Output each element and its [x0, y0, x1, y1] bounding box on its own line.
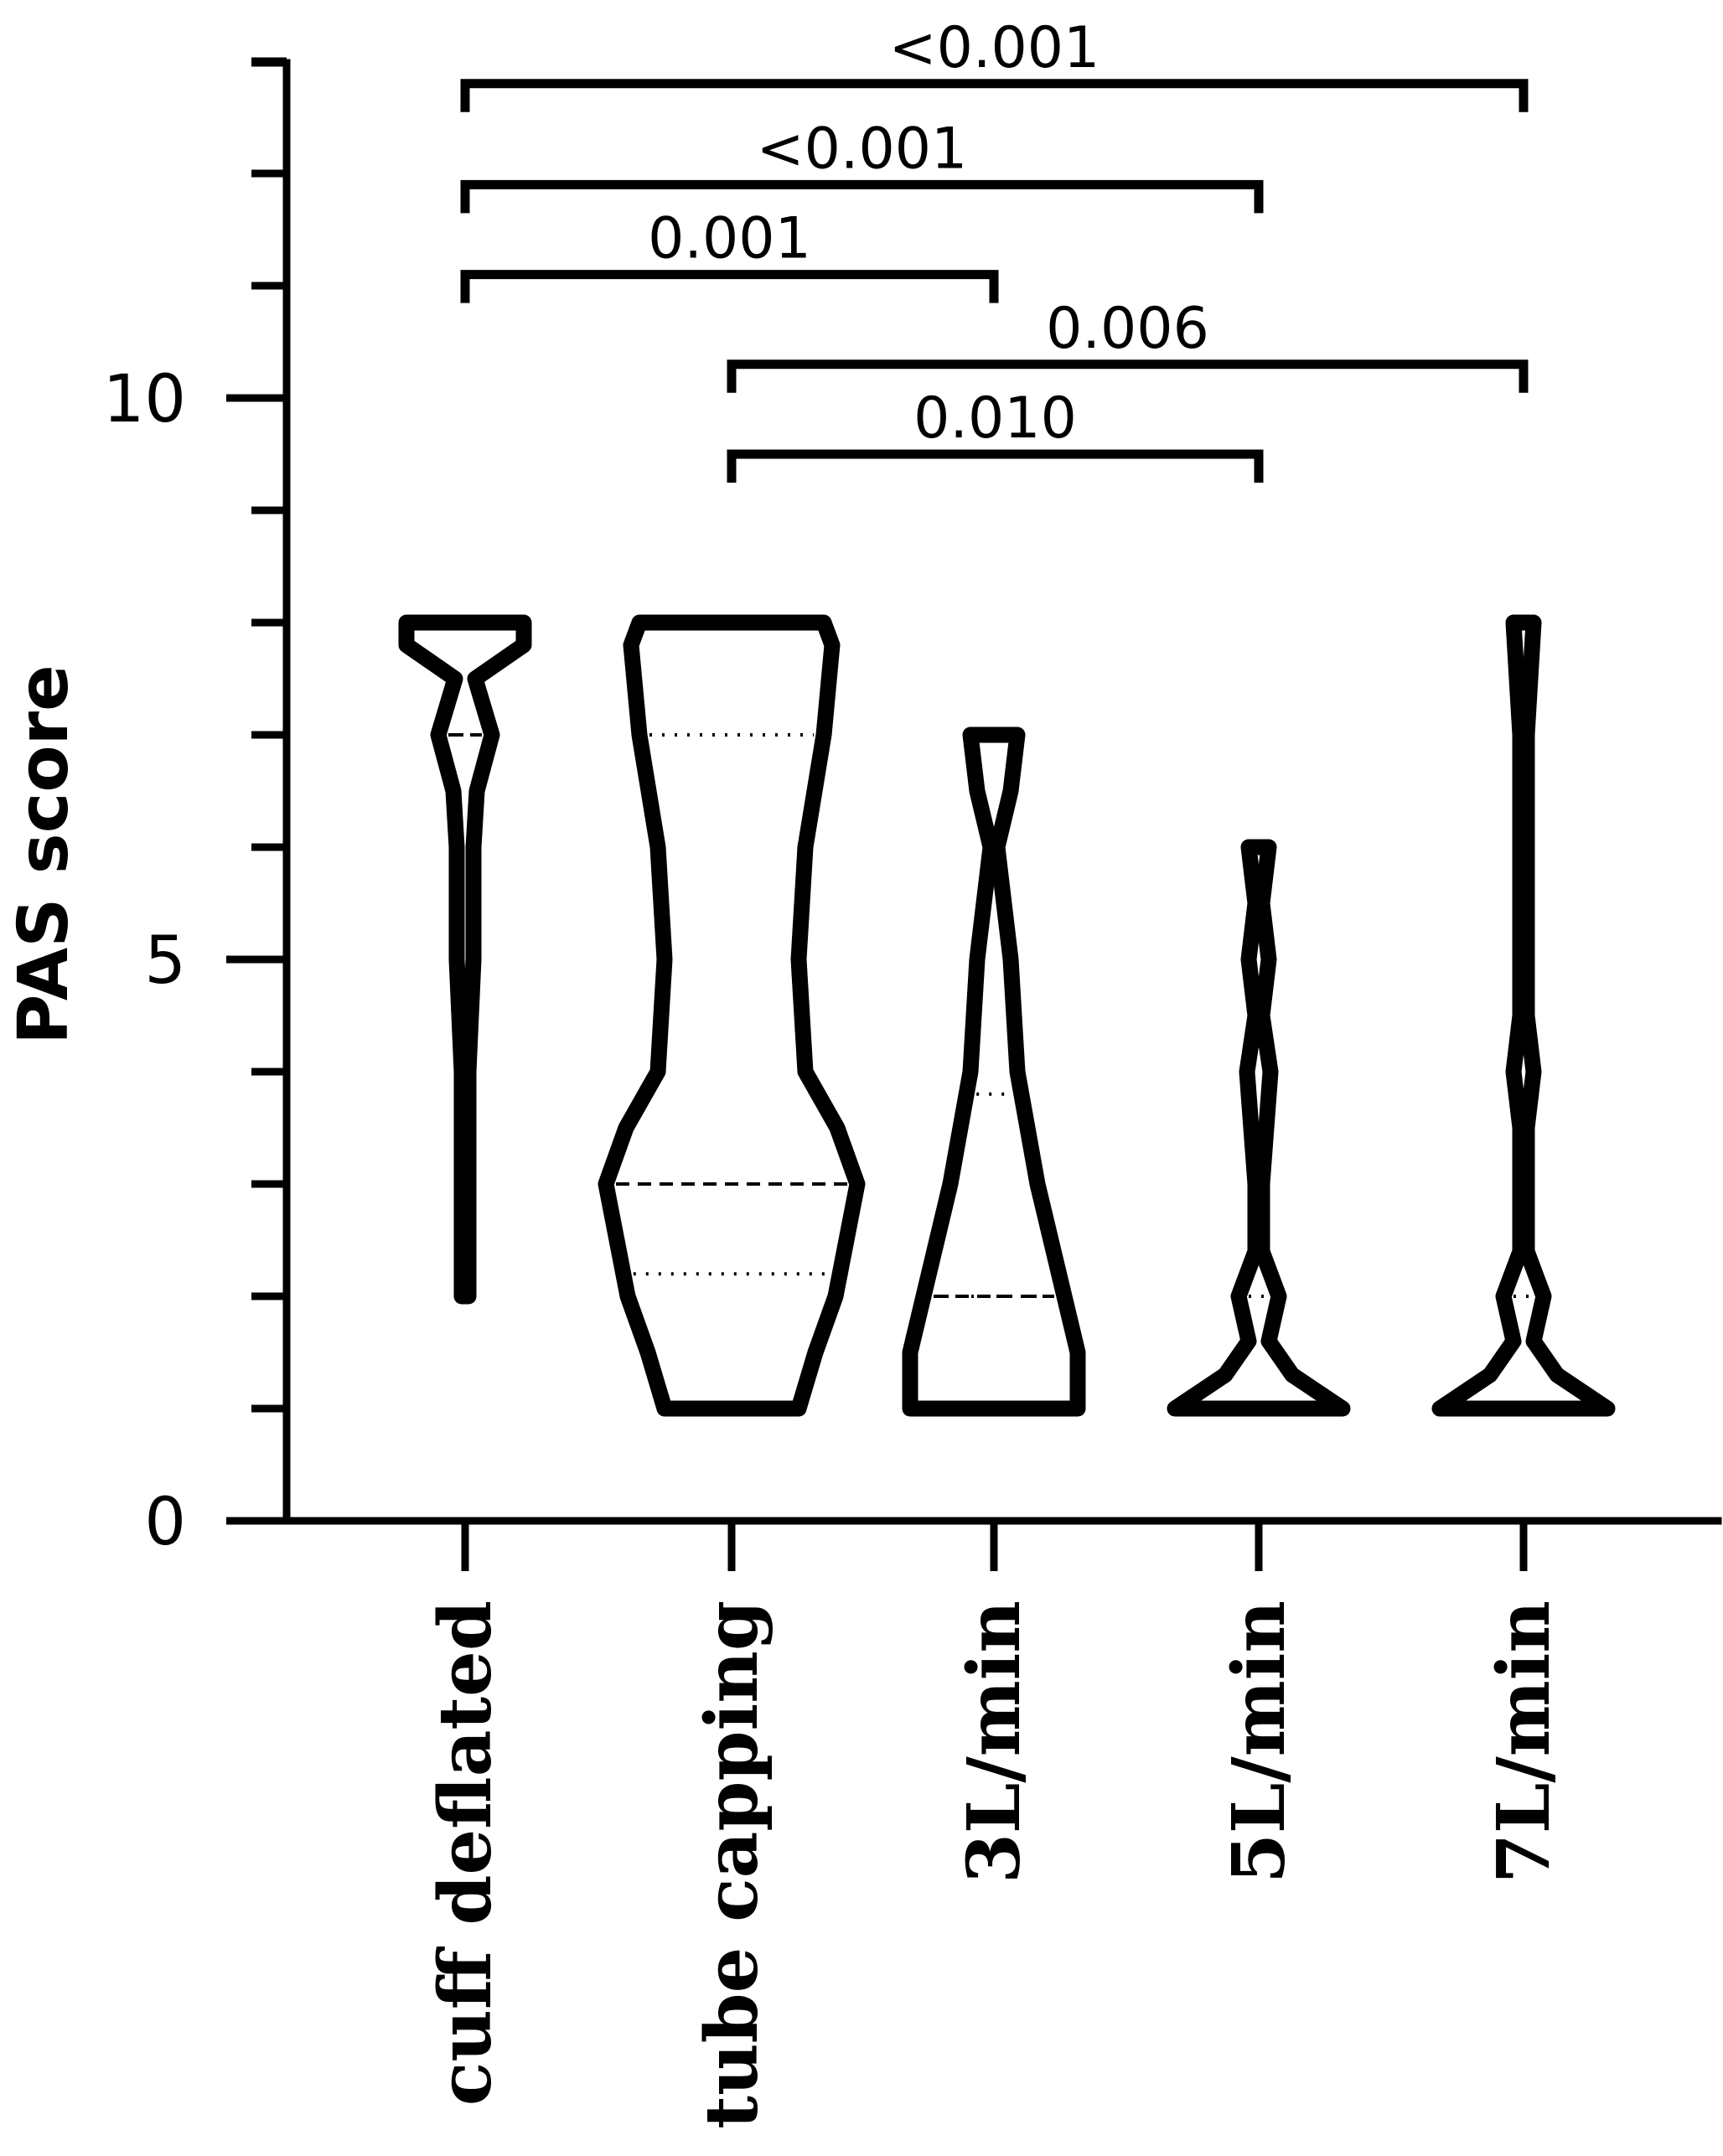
x-axis: cuff deflated tube capping 3L/min 5L/min 7L/…: [226, 1517, 1722, 2129]
violin-4: [1431, 614, 1616, 1417]
x-tick-label: 3L/min: [952, 1600, 1037, 1884]
bracket-1: [460, 179, 1264, 214]
x-tick-label: cuff deflated: [423, 1600, 508, 2106]
y-tick-label: 10: [103, 362, 186, 437]
x-tick-label: tube capping: [690, 1600, 774, 2129]
x-tick-label: 5L/min: [1217, 1600, 1301, 1884]
violins: [398, 614, 1616, 1417]
p-value-label: 0.001: [648, 206, 811, 272]
p-value-label: <0.001: [757, 116, 968, 182]
y-axis: 0 5 10: [103, 57, 291, 1560]
p-value-label: 0.010: [913, 385, 1077, 452]
p-value-label: 0.006: [1046, 296, 1209, 362]
y-axis-label: PAS score: [4, 664, 84, 1044]
violin-1: [598, 614, 866, 1417]
bracket-4: [727, 449, 1264, 483]
y-tick-label: 0: [144, 1485, 186, 1560]
violin-2: [902, 726, 1086, 1417]
p-value-label: <0.001: [889, 15, 1100, 81]
x-tick-label: 7L/min: [1482, 1600, 1566, 1884]
violin-0: [398, 614, 532, 1305]
significance-brackets: <0.001 <0.001 0.001 0.006 0.010: [460, 15, 1529, 483]
bracket-2: [460, 270, 999, 303]
bracket-0: [460, 79, 1529, 112]
bracket-3: [727, 359, 1529, 393]
y-tick-label: 5: [144, 923, 186, 999]
violin-3: [1167, 839, 1351, 1417]
